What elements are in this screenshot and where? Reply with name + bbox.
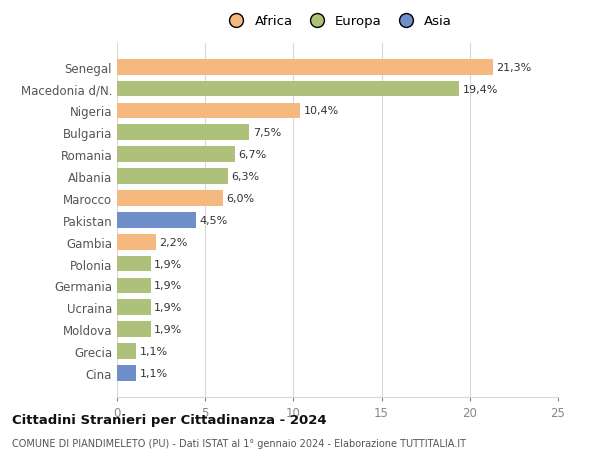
Text: 1,9%: 1,9% — [154, 302, 182, 313]
Bar — [117, 256, 151, 272]
Text: 6,3%: 6,3% — [232, 172, 260, 182]
Bar — [117, 213, 196, 228]
Bar — [117, 343, 136, 359]
Bar — [117, 278, 151, 294]
Text: COMUNE DI PIANDIMELETO (PU) - Dati ISTAT al 1° gennaio 2024 - Elaborazione TUTTI: COMUNE DI PIANDIMELETO (PU) - Dati ISTAT… — [12, 438, 466, 448]
Bar — [117, 322, 151, 337]
Bar — [117, 190, 223, 207]
Text: 21,3%: 21,3% — [496, 62, 532, 73]
Bar — [117, 125, 250, 141]
Bar — [117, 103, 301, 119]
Bar — [117, 169, 228, 185]
Text: 19,4%: 19,4% — [463, 84, 498, 95]
Legend: Africa, Europa, Asia: Africa, Europa, Asia — [219, 11, 456, 32]
Text: 2,2%: 2,2% — [160, 237, 188, 247]
Text: 1,9%: 1,9% — [154, 281, 182, 291]
Text: 1,9%: 1,9% — [154, 259, 182, 269]
Bar — [117, 234, 156, 250]
Text: 1,1%: 1,1% — [140, 346, 168, 356]
Text: 1,9%: 1,9% — [154, 325, 182, 335]
Text: 7,5%: 7,5% — [253, 128, 281, 138]
Text: 6,0%: 6,0% — [226, 194, 254, 203]
Bar — [117, 365, 136, 381]
Text: 4,5%: 4,5% — [200, 215, 228, 225]
Text: Cittadini Stranieri per Cittadinanza - 2024: Cittadini Stranieri per Cittadinanza - 2… — [12, 413, 326, 426]
Bar — [117, 147, 235, 162]
Text: 10,4%: 10,4% — [304, 106, 339, 116]
Bar — [117, 82, 459, 97]
Text: 1,1%: 1,1% — [140, 368, 168, 378]
Bar — [117, 300, 151, 315]
Text: 6,7%: 6,7% — [239, 150, 267, 160]
Bar — [117, 60, 493, 75]
